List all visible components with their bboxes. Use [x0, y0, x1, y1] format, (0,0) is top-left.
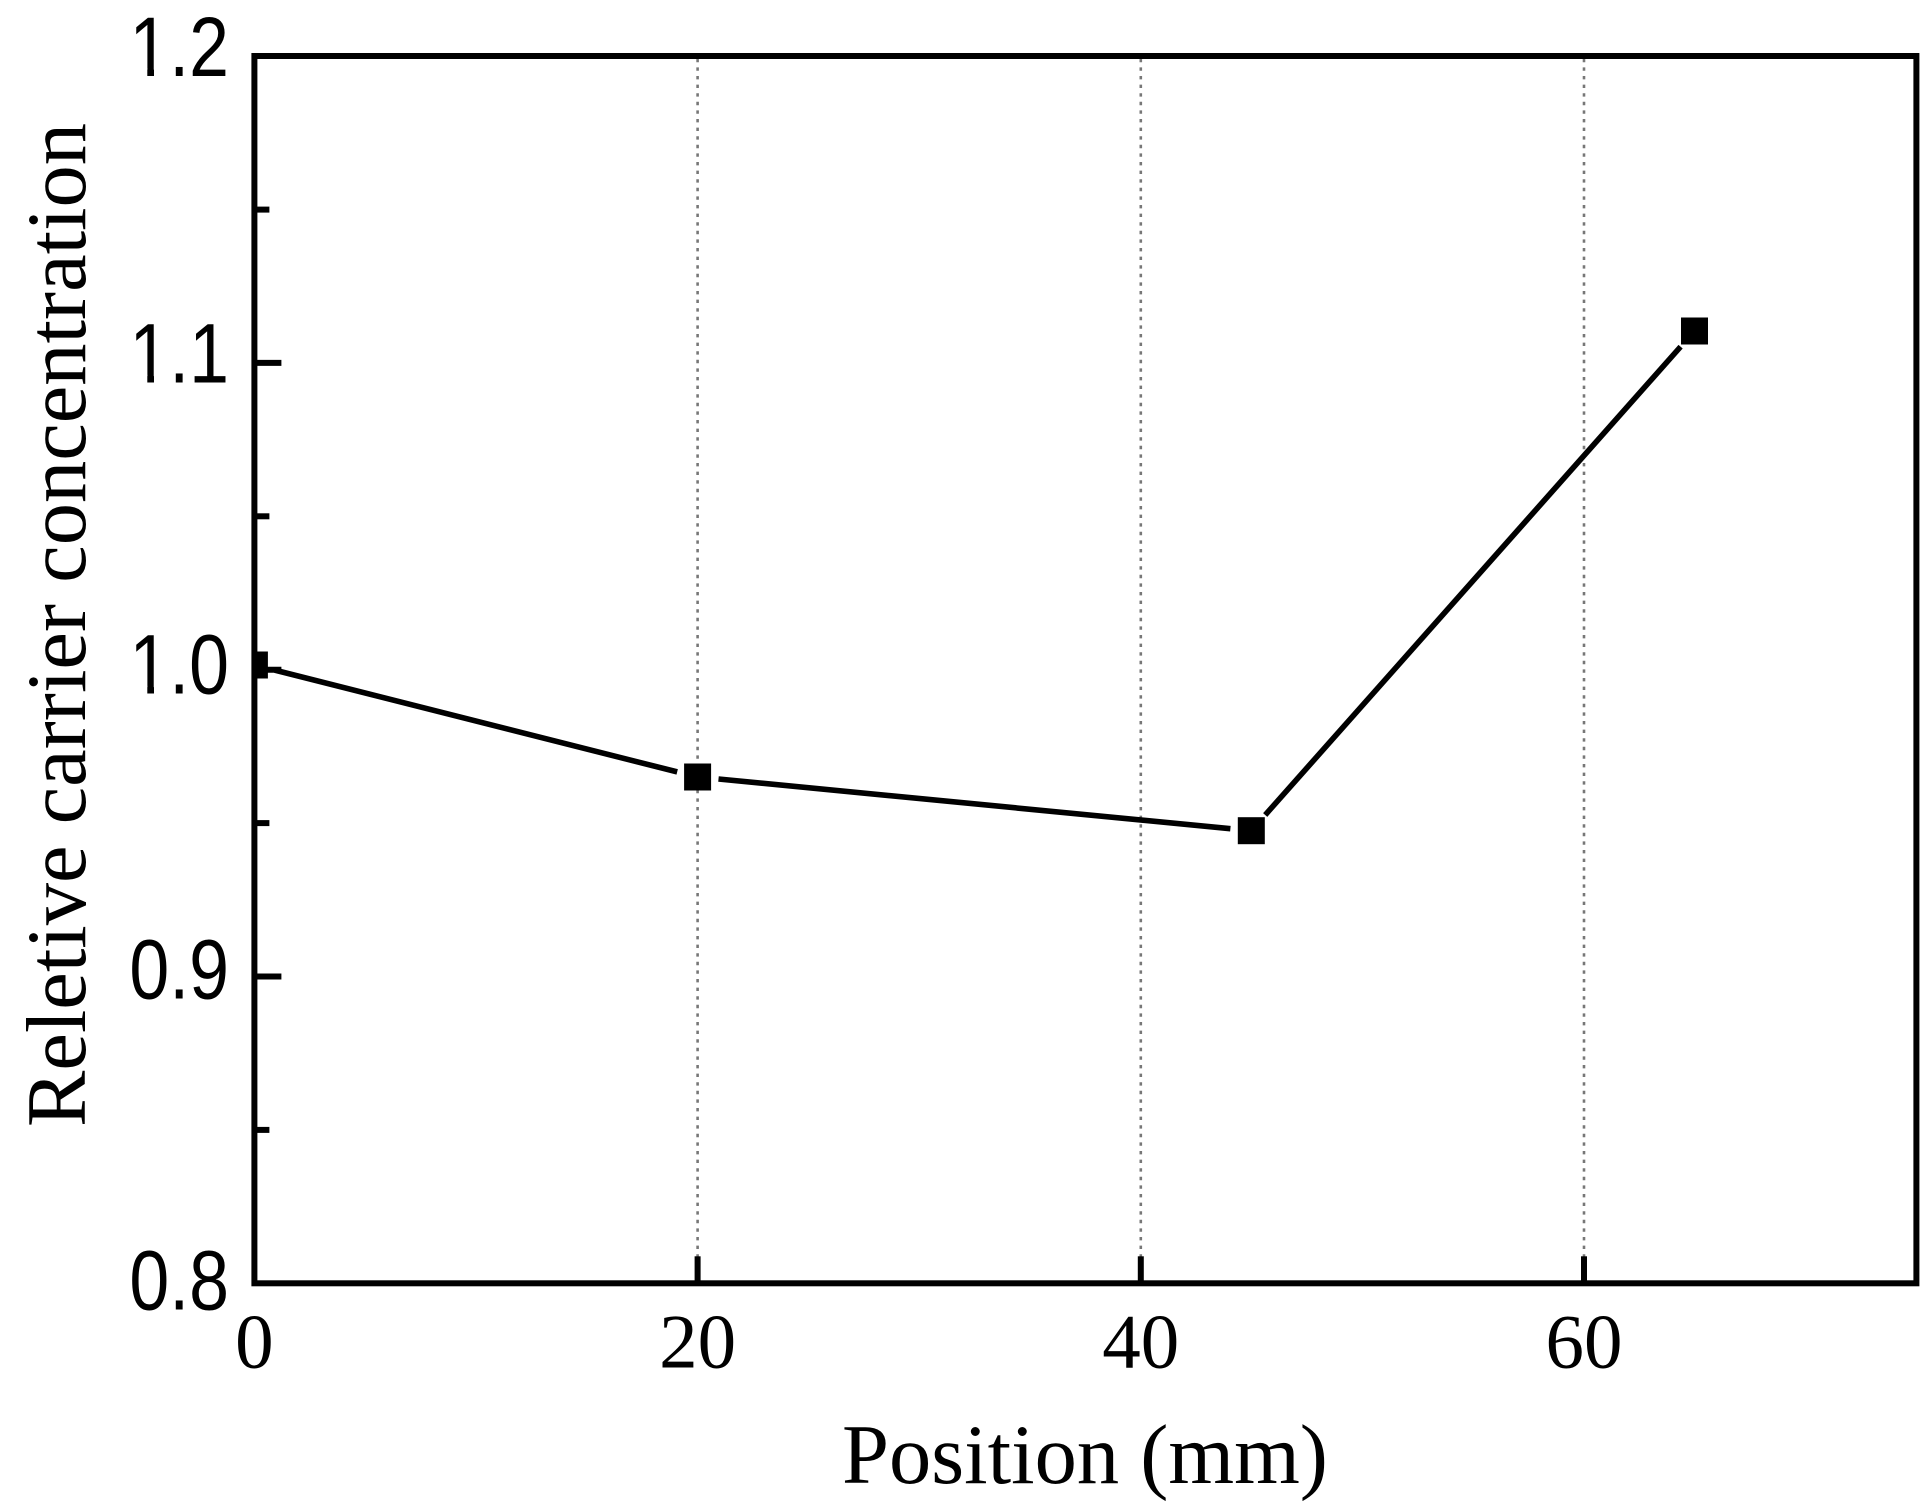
svg-text:1.2: 1.2: [129, 0, 229, 94]
svg-text:60: 60: [1546, 1299, 1623, 1385]
svg-text:1.1: 1.1: [129, 306, 229, 401]
svg-text:40: 40: [1102, 1299, 1179, 1385]
svg-text:1.0: 1.0: [129, 617, 229, 712]
svg-text:0: 0: [235, 1299, 274, 1385]
svg-text:Position (mm): Position (mm): [842, 1409, 1328, 1502]
svg-text:20: 20: [659, 1299, 736, 1385]
svg-text:Reletive carrier concentration: Reletive carrier concentration: [11, 123, 104, 1127]
svg-text:0.9: 0.9: [129, 922, 229, 1017]
svg-text:0.8: 0.8: [129, 1233, 229, 1328]
